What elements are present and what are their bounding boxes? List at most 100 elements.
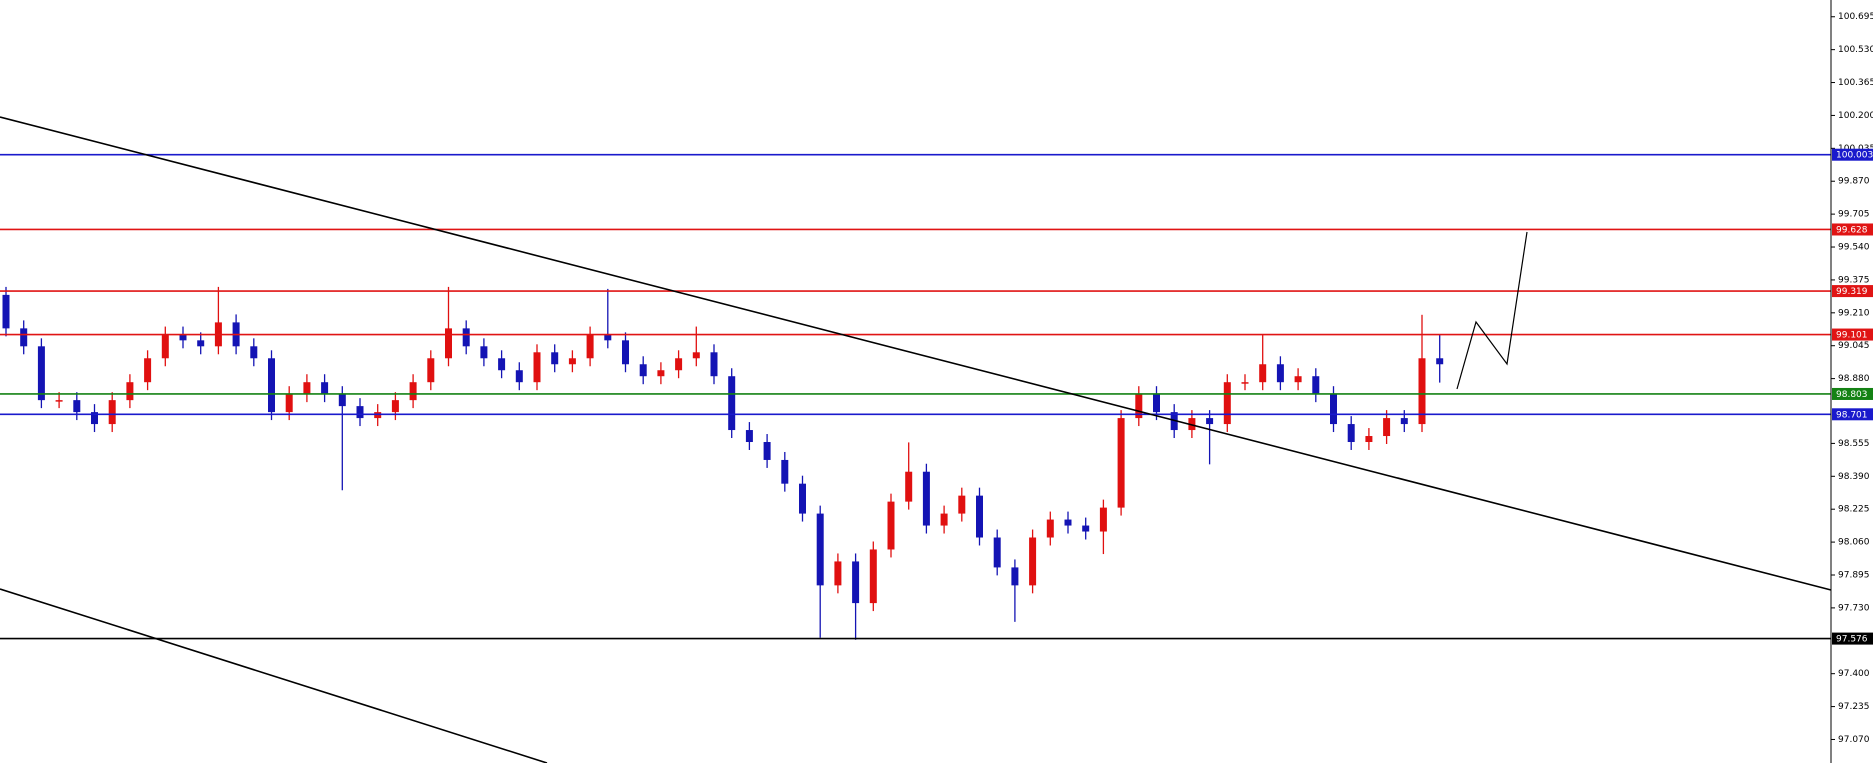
candle-body (887, 501, 895, 550)
candle-body (1436, 358, 1444, 365)
y-tick-label: 100.365 (1838, 78, 1873, 88)
candle-body (1206, 418, 1214, 425)
y-tick-label: 99.375 (1838, 275, 1870, 285)
candle-body (1082, 525, 1090, 532)
candle-body (639, 364, 647, 377)
candle-body (1046, 519, 1054, 538)
level-label: 99.628 (1836, 225, 1868, 235)
candle-body (108, 400, 116, 425)
candle-body (869, 549, 877, 604)
candle-body (37, 346, 45, 401)
candle-body (303, 382, 311, 395)
candle-body (1117, 418, 1125, 508)
y-tick-label: 97.730 (1838, 603, 1870, 613)
y-tick-label: 98.390 (1838, 472, 1870, 482)
candle-body (391, 400, 399, 413)
candle-body (1330, 394, 1337, 425)
candle-body (480, 346, 488, 359)
plot-area (0, 153, 1831, 640)
candle-body (622, 340, 629, 365)
level-label: 99.101 (1836, 331, 1868, 341)
trend-line (0, 588, 548, 763)
candle-body (161, 334, 169, 359)
candle-body (1418, 358, 1426, 425)
candle-body (905, 471, 913, 502)
y-tick-label: 99.045 (1838, 341, 1870, 351)
level-tag (1832, 408, 1873, 421)
y-tick-label: 98.225 (1838, 505, 1870, 515)
y-tick-label: 99.705 (1838, 210, 1870, 220)
candle-body (285, 394, 293, 413)
candle-body (73, 400, 81, 413)
candle-body (692, 352, 700, 359)
y-tick-label: 99.210 (1838, 308, 1870, 318)
candle-body (321, 382, 329, 395)
candle-body (126, 382, 134, 401)
candle-body (976, 495, 983, 538)
level-tag (1832, 148, 1873, 161)
candle-body (816, 513, 824, 586)
candle-body (462, 328, 470, 347)
candle-body (55, 400, 63, 402)
candle-body (197, 340, 205, 347)
candle-body (1135, 394, 1143, 419)
level-tag (1832, 387, 1873, 400)
forecast-path (1456, 231, 1528, 390)
candle-body (1029, 537, 1037, 586)
level-tag (1832, 223, 1873, 236)
level-tag (1832, 632, 1873, 645)
level-label: 100.003 (1836, 151, 1873, 161)
y-tick-label: 97.400 (1838, 669, 1870, 679)
candle-body (958, 495, 966, 514)
candle-body (551, 352, 559, 365)
y-tick-label: 99.870 (1838, 177, 1870, 187)
candle-body (1383, 418, 1391, 437)
candle-body (179, 334, 187, 341)
y-tick-label: 98.060 (1838, 538, 1870, 548)
y-tick-label: 97.070 (1838, 735, 1870, 745)
candle-body (250, 346, 258, 359)
trend-line (0, 116, 1832, 591)
y-tick-label: 97.895 (1838, 570, 1870, 580)
y-tick-label: 100.530 (1838, 45, 1873, 55)
candle-body (799, 483, 806, 514)
candle-body (852, 561, 860, 604)
y-tick-label: 99.540 (1838, 243, 1870, 253)
candle-body (568, 358, 576, 365)
candle-body (1153, 394, 1160, 413)
level-label: 98.701 (1836, 410, 1868, 420)
candle-body (1276, 364, 1284, 383)
candle-body (781, 459, 789, 484)
candle-body (1241, 382, 1249, 384)
candle-body (268, 358, 275, 413)
y-tick-label: 98.555 (1838, 439, 1870, 449)
candle-body (338, 394, 346, 407)
candle-body (20, 328, 28, 347)
candle-body (498, 358, 506, 371)
candle-body (1259, 364, 1267, 383)
candle-body (675, 358, 683, 371)
candle-body (1099, 507, 1107, 532)
y-tick-label: 100.200 (1838, 111, 1873, 121)
candle-body (745, 430, 753, 443)
candle-body (533, 352, 541, 383)
candle-body (427, 358, 435, 383)
candle-body (1011, 567, 1019, 586)
candle-body (922, 471, 930, 526)
candle-body (1347, 424, 1355, 443)
candle-body (1223, 382, 1231, 425)
candle-body (1312, 376, 1320, 395)
candle-body (1064, 519, 1072, 526)
candle-body (763, 442, 771, 460)
candle-body (1294, 376, 1302, 383)
candle-body (409, 382, 417, 401)
candle-body (356, 406, 364, 419)
candle-body (144, 358, 152, 383)
axis-area: 100.695100.530100.365100.200100.03599.87… (1831, 12, 1873, 745)
y-tick-label: 98.880 (1838, 374, 1870, 384)
candle-body (940, 513, 948, 526)
level-label: 97.576 (1836, 635, 1868, 645)
y-tick-label: 97.235 (1838, 702, 1870, 712)
